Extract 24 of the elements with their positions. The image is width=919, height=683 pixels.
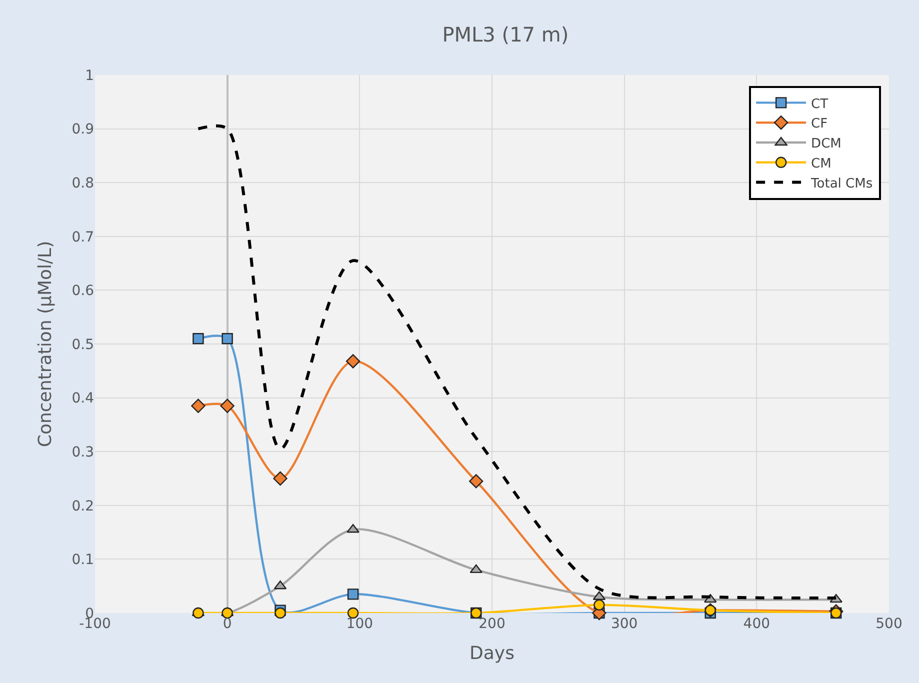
y-tick-label: 0.7 bbox=[72, 229, 94, 246]
y-tick-label: 0.6 bbox=[72, 283, 94, 300]
chart-title: PML3 (17 m) bbox=[442, 22, 569, 46]
legend-label: CF bbox=[811, 116, 828, 132]
y-tick-label: 0.2 bbox=[72, 498, 94, 514]
y-tick-label: 0.4 bbox=[72, 390, 94, 407]
y-tick-label: 0.8 bbox=[72, 176, 94, 192]
y-tick-label: 0.9 bbox=[72, 122, 94, 138]
legend-label: Total CMs bbox=[810, 176, 873, 192]
x-tick-label: 100 bbox=[346, 616, 374, 632]
x-tick-label: 200 bbox=[478, 616, 506, 632]
y-tick-label: 0.1 bbox=[72, 552, 94, 568]
x-tick-label: 300 bbox=[610, 616, 638, 632]
y-tick-label: 0.5 bbox=[72, 336, 94, 353]
x-tick-label: 500 bbox=[876, 616, 902, 632]
legend-label: CT bbox=[811, 96, 828, 112]
x-tick-label: 400 bbox=[743, 616, 770, 632]
y-tick-label: 0.3 bbox=[72, 444, 94, 460]
y-tick-label: 1 bbox=[85, 68, 94, 84]
x-axis-title: Days bbox=[470, 643, 514, 664]
legend-label: DCM bbox=[811, 136, 842, 152]
x-tick-label: 0 bbox=[222, 616, 232, 632]
y-axis-title: Concentration (µMol/L) bbox=[34, 240, 56, 448]
legend-label: CM bbox=[811, 156, 832, 172]
